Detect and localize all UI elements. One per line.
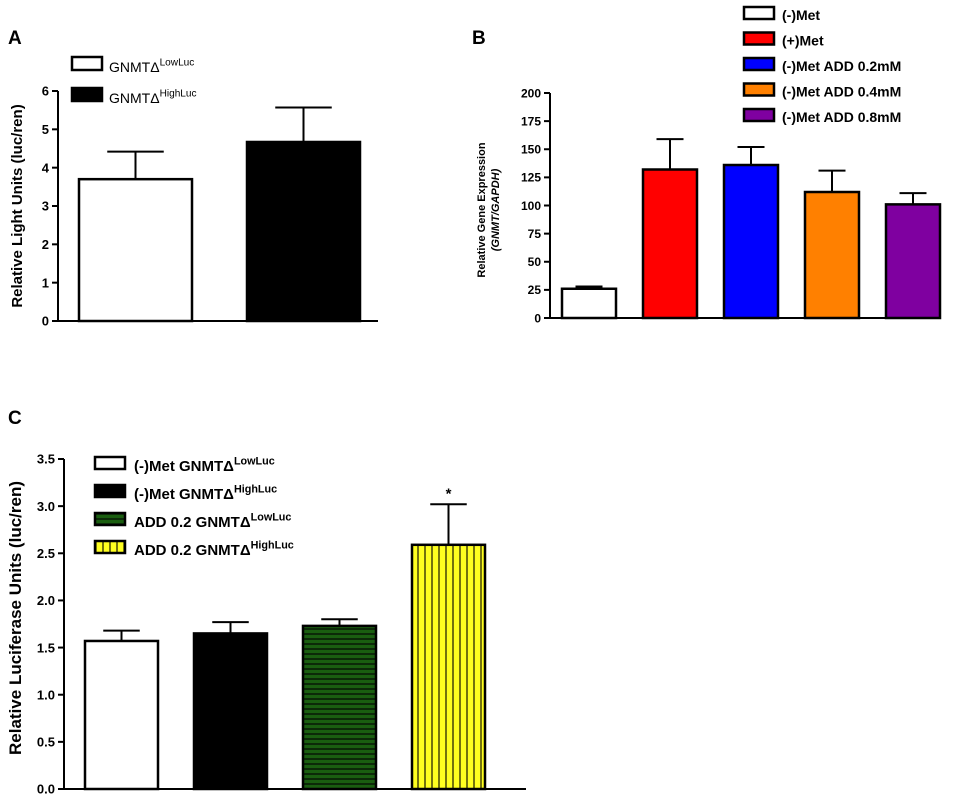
y-tick-label: 25 [528,283,542,297]
y-tick-label: 0.0 [37,782,55,797]
y-axis-label: Relative Luciferase Units (luc/ren) [6,481,25,755]
legend-label: (-)Met ADD 0.2mM [782,58,901,74]
significance-asterisk: * [446,485,452,502]
bar [722,163,780,320]
legend-label: GNMTΔHighLuc [109,89,197,106]
legend-swatch [742,107,776,123]
bar [83,639,160,791]
y-axis-label-line1: Relative Gene Expression [476,142,488,277]
y-tick-label: 4 [42,160,50,175]
legend-swatch [742,31,776,46]
bar [803,190,861,320]
chart-a: 0 1 2 3 4 5 6 Relative Light Units (luc/ren) GNM… [9,55,378,329]
bar [301,624,378,791]
bar [245,140,362,323]
legend-swatch [742,5,776,21]
legend-label: ADD 0.2 GNMTΔHighLuc [134,539,294,559]
legend-label: (+)Met [782,33,824,49]
panel-c-letter: C [8,408,22,429]
y-tick-label: 75 [528,227,542,241]
panel-a-letter: A [8,28,22,49]
y-tick-label: 5 [42,122,49,137]
y-tick-label: 1.0 [37,687,55,702]
legend-label: (-)Met ADD 0.4mM [782,84,901,100]
bar [77,177,194,323]
legend-label: (-)Met ADD 0.8mM [782,109,901,125]
y-axis-label-line2: (GNMT/GAPDH) [490,168,502,251]
panel-b-letter: B [472,28,486,49]
legend-swatch [93,511,127,527]
legend-label: ADD 0.2 GNMTΔLowLuc [134,511,291,531]
y-tick-label: 2.0 [37,593,55,608]
legend-label: GNMTΔLowLuc [109,58,194,75]
y-tick-label: 50 [528,255,542,269]
y-tick-label: 0.5 [37,735,55,750]
y-tick-label: 200 [521,86,541,100]
legend-swatch [70,55,104,72]
bar [410,543,487,791]
y-tick-label: 150 [521,143,541,157]
bar [884,203,942,320]
y-tick-label: 100 [521,199,541,213]
y-tick-label: 1.5 [37,640,55,655]
legend-swatch [93,483,127,499]
y-tick-label: 0 [534,311,541,325]
y-tick-label: 0 [42,314,49,329]
legend-swatch [742,82,776,97]
y-axis-label: Relative Light Units (luc/ren) [9,104,26,307]
y-tick-label: 175 [521,114,541,128]
y-tick-label: 1 [42,275,49,290]
legend-swatch [70,86,104,103]
legend-label: (-)Met GNMTΔLowLuc [134,455,275,475]
y-tick-label: 3 [42,199,49,214]
legend-swatch [742,56,776,72]
chart-c: 0.0 0.5 1.0 1.5 2.0 2.5 3.0 3.5 Relative Lucifer… [6,452,526,797]
y-tick-label: 2 [42,237,49,252]
y-tick-label: 3.5 [37,452,55,467]
y-tick-label: 6 [42,84,49,99]
y-tick-label: 2.5 [37,546,55,561]
bar [560,287,618,320]
legend-label: (-)Met GNMTΔHighLuc [134,483,277,503]
chart-b: 0 25 50 75 100 125 150 175 200 Relative Gene Expr… [476,5,942,325]
y-tick-label: 3.0 [37,499,55,514]
y-tick-label: 125 [521,171,541,185]
bar [192,632,269,791]
legend-label: (-)Met [782,7,820,23]
bar [641,168,699,320]
legend-swatch [93,455,127,471]
legend-swatch [93,539,127,555]
